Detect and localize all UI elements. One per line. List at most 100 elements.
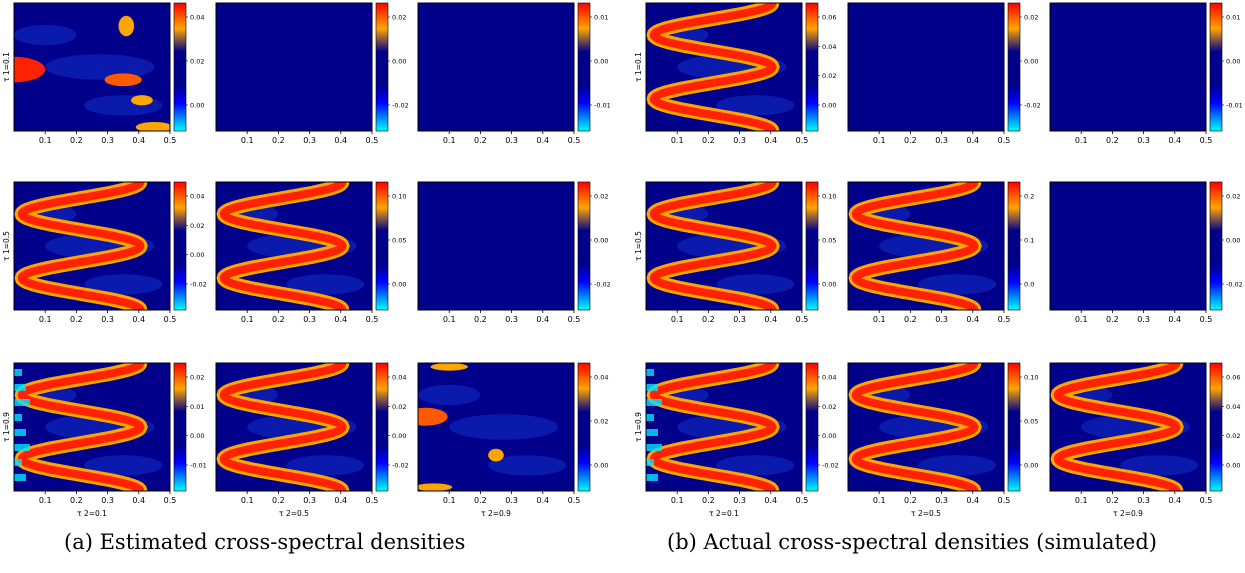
x-tick-label: 0.4 [334,136,347,145]
x-tick-label: 0.1 [873,315,886,324]
x-tick-label: 0.5 [366,315,379,324]
heatmap-content [216,363,365,491]
panel-a-r3c1: 0.1 0.2 0.3 0.4 0.5 0.02 0.01 0.00 -0.01 τ 1=0.9 τ… [2,362,207,518]
colorbar-tick-label: 0.02 [392,403,406,411]
colorbar [375,362,389,492]
x-tick-label: 0.3 [303,496,316,505]
x-tick-label: 0.5 [796,136,809,145]
heatmap-content [646,3,795,131]
density-band-core [219,182,347,310]
heatmap-background [216,3,372,131]
colorbar-tick-label: -0.02 [822,462,839,470]
panel-frame [13,181,171,311]
density-patch [118,15,135,37]
colorbar-tick-label: 0.05 [392,237,406,245]
panel-frame [417,181,575,311]
x-tick-label: 0.1 [873,136,886,145]
texture-blob [716,455,795,476]
x-tick-label: 0.3 [303,315,316,324]
x-tick-label: 0.4 [334,496,347,505]
x-tick-label: 0.1 [241,136,254,145]
x-tick-label: 0.3 [505,315,518,324]
colorbar-tick-label: 0.02 [822,403,836,411]
colorbar-tick-label: 0.00 [190,432,204,440]
colorbar-tick-label: 0.00 [1226,237,1240,245]
colorbar-tick-label: 0.04 [594,374,608,382]
heatmap-content [1050,363,1199,491]
x-tick-label: 0.1 [39,136,52,145]
edge-artifact [14,459,22,466]
col-label: τ 2=0.1 [77,509,107,518]
panel-frame [1049,362,1207,492]
x-tick-label: 0.2 [272,315,285,324]
colorbar-tick-label: 0.04 [392,374,406,382]
density-band-core [649,363,777,491]
density-patch [488,448,504,462]
texture-blob [449,414,559,440]
x-tick-label: 0.1 [241,496,254,505]
colorbar-tick-label: 0.04 [190,193,204,201]
heatmap-content [216,182,365,310]
colorbar-tick-label: 0.02 [1226,432,1240,440]
x-tick-label: 0.1 [1075,315,1088,324]
panel-frame [417,362,575,492]
density-band-core [851,363,979,491]
edge-artifact [646,399,662,406]
col-label: τ 2=0.5 [279,509,309,518]
density-patch [418,407,448,426]
x-tick-label: 0.1 [671,136,684,145]
x-tick-label: 0.2 [702,136,715,145]
x-tick-label: 0.5 [568,136,581,145]
panel-b-r3c3: 0.1 0.2 0.3 0.4 0.5 0.06 0.04 0.02 0.00 τ 2=0.9 [1049,362,1240,518]
colorbar-tick-label: -0.02 [190,281,207,289]
x-tick-label: 0.3 [1137,315,1150,324]
panel-b-r3c1: 0.1 0.2 0.3 0.4 0.5 0.04 0.02 0.00 -0.02 τ 1=0.9 τ… [634,362,839,518]
x-tick-label: 0.4 [1168,496,1181,505]
texture-blob [286,274,365,295]
x-tick-label: 0.5 [366,136,379,145]
panel-a-r1c1: 0.1 0.2 0.3 0.4 0.5 0.04 0.02 0.00 τ 1=0.1 [2,2,204,145]
x-tick-label: 0.3 [935,496,948,505]
panel-frame [645,2,803,132]
row-label: τ 1=0.1 [634,52,643,82]
panel-a-r1c3: 0.1 0.2 0.3 0.4 0.5 0.01 0.00 -0.01 [417,2,611,145]
x-tick-label: 0.4 [536,496,549,505]
colorbar [375,2,389,132]
colorbar-tick-label: 0.00 [1024,58,1038,66]
panel-a-r2c3: 0.1 0.2 0.3 0.4 0.5 0.02 0.00 -0.02 [417,181,611,324]
heatmap-background [1050,3,1206,131]
x-tick-label: 0.2 [1106,136,1119,145]
x-tick-label: 0.5 [998,136,1011,145]
colorbar [805,181,819,311]
x-tick-label: 0.4 [966,136,979,145]
colorbar-tick-label: -0.02 [594,281,611,289]
x-tick-label: 0.5 [1200,315,1213,324]
colorbar-tick-label: 0.00 [1226,58,1240,66]
panel-b-r2c3: 0.1 0.2 0.3 0.4 0.5 0.02 0.00 -0.02 [1049,181,1243,324]
x-tick-label: 0.1 [873,496,886,505]
x-tick-label: 0.5 [568,496,581,505]
heatmap-content [646,182,795,310]
texture-blob [918,455,997,476]
edge-artifact [646,444,662,451]
colorbar [173,2,187,132]
colorbar-tick-label: -0.02 [392,102,409,110]
colorbar-tick-label: 0.04 [822,43,836,51]
panel-frame [215,181,373,311]
panel-b-r1c1: 0.1 0.2 0.3 0.4 0.5 0.06 0.04 0.02 0.00 τ 1=0.1 [634,2,836,145]
colorbar-tick-label: 0.01 [1226,14,1240,22]
x-tick-label: 0.2 [70,496,83,505]
x-tick-label: 0.1 [1075,496,1088,505]
density-band-core [649,3,777,131]
x-tick-label: 0.2 [474,136,487,145]
x-tick-label: 0.1 [443,315,456,324]
colorbar [1209,181,1223,311]
x-tick-label: 0.4 [966,496,979,505]
colorbar [1007,181,1021,311]
panel-a-r3c2: 0.1 0.2 0.3 0.4 0.5 0.04 0.02 0.00 -0.02 τ 2=0.5 [215,362,409,518]
x-tick-label: 0.5 [1200,496,1213,505]
x-tick-label: 0.2 [70,136,83,145]
x-tick-label: 0.3 [505,496,518,505]
colorbar-tick-label: 0.10 [392,193,406,201]
x-tick-label: 0.2 [702,496,715,505]
